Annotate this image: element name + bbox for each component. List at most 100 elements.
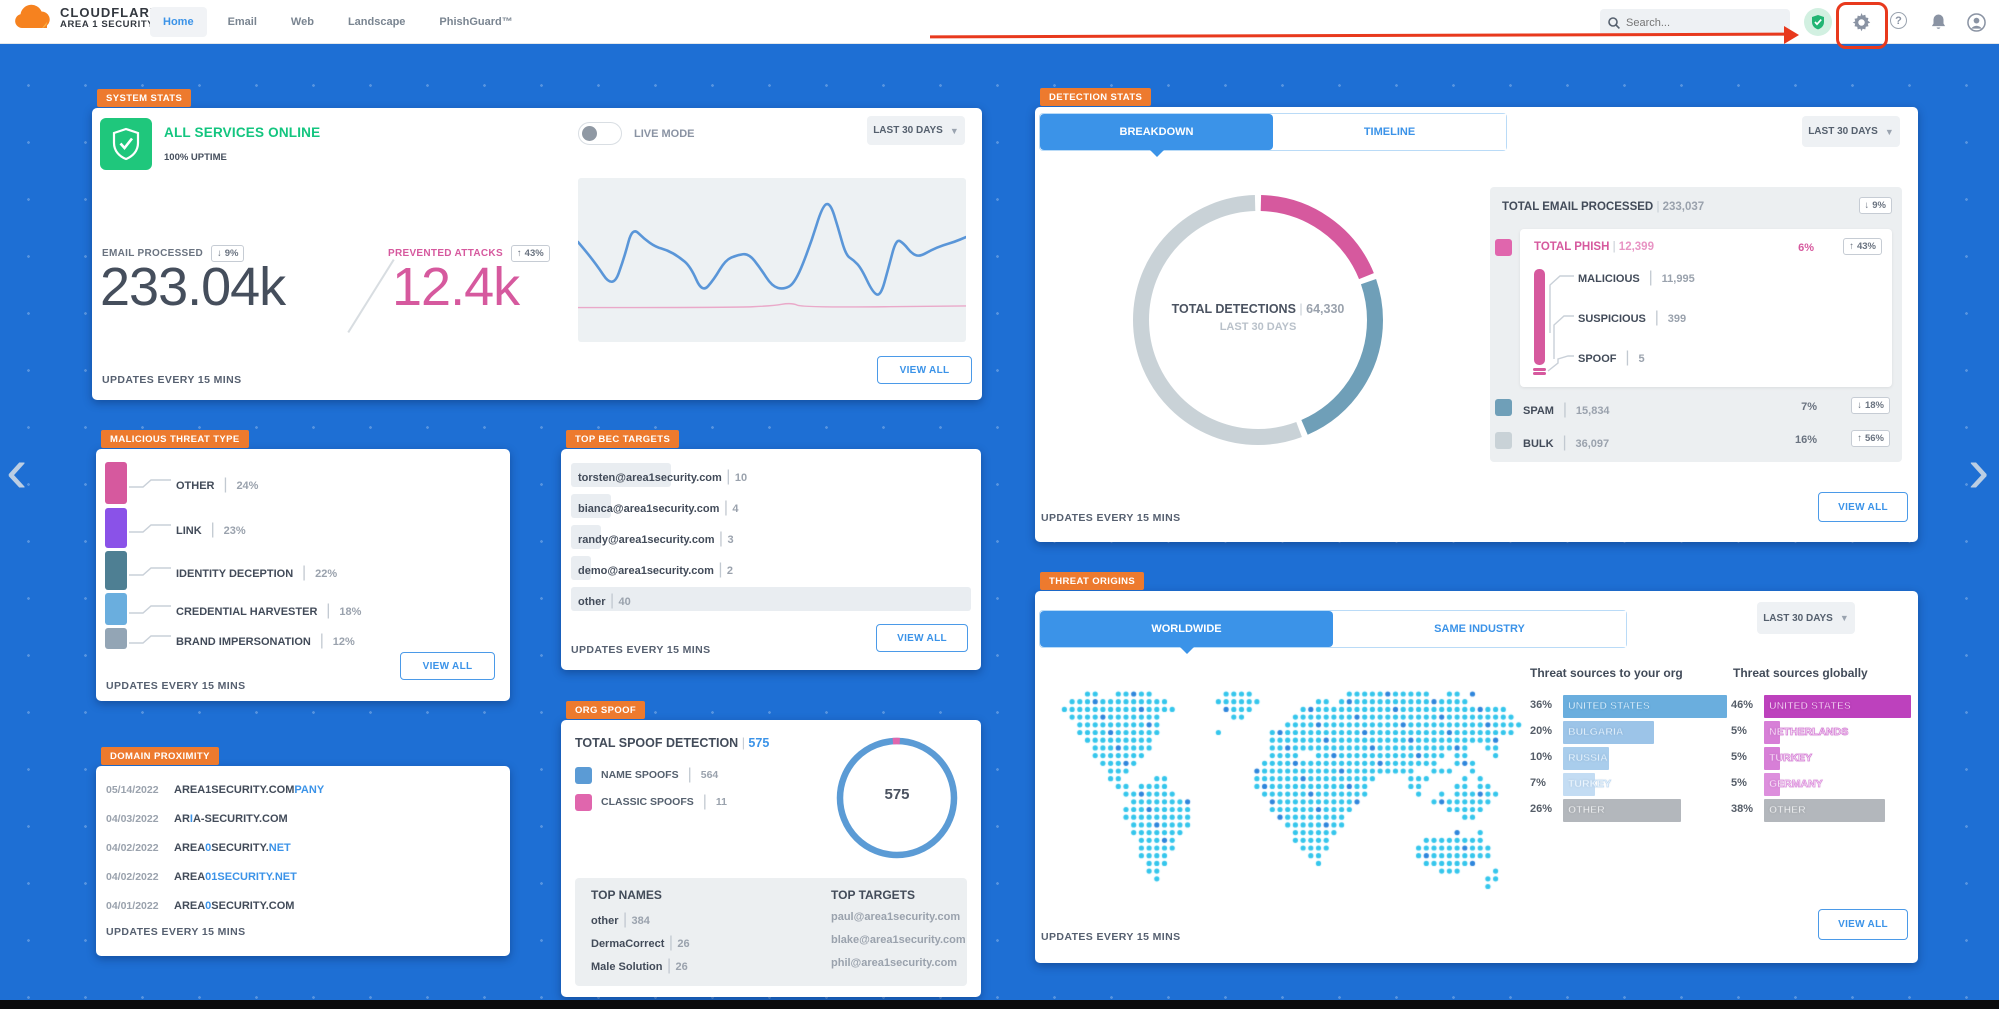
detections-donut-chart <box>1133 195 1383 445</box>
detection-updates-text: UPDATES EVERY 15 MINS <box>1041 512 1181 524</box>
phish-bar-dash1 <box>1533 368 1546 371</box>
threat-type-connector <box>129 479 171 488</box>
bec-row-label: torsten@area1security.com | 10 <box>578 468 748 485</box>
detection-view-all-button[interactable]: VIEW ALL <box>1818 492 1908 522</box>
origin-bar: UNITED STATES <box>1563 695 1727 718</box>
origin-bar: BULGARIA <box>1563 721 1655 744</box>
bec-view-all-button[interactable]: VIEW ALL <box>876 624 968 652</box>
live-mode-toggle[interactable] <box>578 122 622 145</box>
domain-row[interactable]: 04/02/2022 AREA01SECURITY.NET <box>106 871 297 883</box>
email-processed-value: 233.04k <box>100 257 286 317</box>
carousel-right-chevron-icon[interactable]: › <box>1968 434 1990 506</box>
threat-type-row[interactable]: BRAND IMPERSONATION | 12% <box>176 631 355 649</box>
total-phish-delta-badge: ↑ 43% <box>1843 238 1882 255</box>
nav-item-phishguard[interactable]: PhishGuard™ <box>439 16 513 28</box>
nav-item-web[interactable]: Web <box>290 16 314 28</box>
settings-gear-icon[interactable] <box>1851 12 1871 32</box>
tab-same-industry[interactable]: SAME INDUSTRY <box>1333 611 1626 647</box>
bec-row[interactable]: other | 40 <box>571 587 971 611</box>
period-dropdown[interactable]: LAST 30 DAYS ▼ <box>867 116 965 145</box>
active-tab-pointer <box>1149 150 1164 157</box>
search-icon <box>1608 16 1620 29</box>
domain-row[interactable]: 04/01/2022 AREA0SECURITY.COM <box>106 900 295 912</box>
phish-child-row: MALICIOUS | 11,995 <box>1578 269 1695 286</box>
live-mode-label: LIVE MODE <box>634 128 695 140</box>
bec-row-bar <box>571 587 971 611</box>
origin-bar-label: OTHER <box>1568 804 1606 817</box>
domain-proximity-card: DOMAIN PROXIMITY 05/14/2022 AREA1SECURITY… <box>96 747 510 956</box>
protection-status-badge[interactable] <box>1804 8 1832 36</box>
threat-type-connector <box>129 566 171 576</box>
tab-breakdown[interactable]: BREAKDOWN <box>1040 114 1273 157</box>
cloudflare-logo[interactable]: CLOUDFLARE AREA 1 SECURITY <box>14 4 160 32</box>
search-box[interactable] <box>1600 9 1790 36</box>
threat-type-row[interactable]: IDENTITY DECEPTION | 22% <box>176 563 338 581</box>
system-stats-card: SYSTEM STATS ALL SERVICES ONLINE 100% UP… <box>92 89 982 400</box>
nav-item-email[interactable]: Email <box>227 16 257 28</box>
origin-bar-label: GERMANY <box>1769 778 1823 791</box>
origin-bar: GERMANY <box>1764 773 1823 796</box>
threat-type-connector <box>129 635 171 644</box>
threat-type-tag: MALICIOUS THREAT TYPE <box>101 430 249 448</box>
user-avatar-icon[interactable] <box>1966 12 1986 32</box>
donut-center-subtitle: LAST 30 DAYS <box>1219 321 1297 333</box>
all-services-online-status: ALL SERVICES ONLINE <box>164 125 321 140</box>
threat-origins-card: THREAT ORIGINS WORLDWIDE SAME INDUSTRY LA… <box>1035 572 1918 963</box>
prevented-attacks-value: 12.4k <box>392 257 520 317</box>
domain-row[interactable]: 05/14/2022 AREA1SECURITY.COMPANY <box>106 784 325 796</box>
bec-row-label: bianca@area1security.com | 4 <box>578 499 739 516</box>
prevented-attacks-label: PREVENTED ATTACKS <box>388 248 503 259</box>
threat-type-row[interactable]: CREDENTIAL HARVESTER | 18% <box>176 602 362 619</box>
origin-bar-label: NETHERLANDS <box>1769 726 1849 739</box>
threat-type-swatch <box>105 507 127 548</box>
bec-row[interactable]: demo@area1security.com | 2 <box>571 556 971 580</box>
threat-type-row[interactable]: LINK | 23% <box>176 520 246 538</box>
total-phish-subcard: TOTAL PHISH | 12,399 6% ↑ 43% MALICIOUS |… <box>1520 229 1892 387</box>
bec-row-label: randy@area1security.com | 3 <box>578 530 734 547</box>
notifications-bell-icon[interactable] <box>1928 12 1948 32</box>
toggle-knob <box>582 125 597 141</box>
total-phish-value: 12,399 <box>1618 241 1654 253</box>
user-icon <box>1966 12 1986 32</box>
bec-row[interactable]: torsten@area1security.com | 10 <box>571 463 971 487</box>
domain-row[interactable]: 04/03/2022 ARIA-SECURITY.COM <box>106 813 288 825</box>
period-value: LAST 30 DAYS <box>873 125 943 136</box>
origin-bar-label: TURKEY <box>1769 752 1813 765</box>
detection-stats-card: DETECTION STATS BREAKDOWN TIMELINE LAST 3… <box>1035 88 1918 542</box>
chevron-down-icon: ▼ <box>1884 126 1894 137</box>
origins-period-dropdown[interactable]: LAST 30 DAYS ▼ <box>1757 602 1855 634</box>
detection-period-dropdown[interactable]: LAST 30 DAYS ▼ <box>1802 116 1900 147</box>
active-tab-pointer <box>1179 647 1194 654</box>
threat-origins-tag: THREAT ORIGINS <box>1040 572 1145 590</box>
tab-timeline[interactable]: TIMELINE <box>1273 114 1506 150</box>
origins-view-all-button[interactable]: VIEW ALL <box>1818 909 1908 940</box>
nav-item-home[interactable]: Home <box>150 7 207 37</box>
org-spoof-legend-item: NAME SPOOFS | 564 <box>575 766 718 784</box>
origin-bar: UNITED STATES <box>1764 695 1911 718</box>
phish-child-row: SPOOF | 5 <box>1578 349 1645 366</box>
nav-item-landscape[interactable]: Landscape <box>347 16 406 28</box>
origin-pct-label: 5% <box>1731 725 1747 737</box>
help-icon[interactable]: ? <box>1890 12 1907 29</box>
origin-pct-label: 20% <box>1530 725 1553 737</box>
detection-tabs: BREAKDOWN TIMELINE <box>1039 113 1507 157</box>
tab-worldwide[interactable]: WORLDWIDE <box>1040 611 1333 654</box>
shield-check-icon <box>1812 15 1824 30</box>
bec-row[interactable]: randy@area1security.com | 3 <box>571 525 971 549</box>
top-name-row: Male Solution | 26 <box>591 957 688 974</box>
threat-type-swatch <box>105 593 127 625</box>
detection-breakdown-panel: TOTAL EMAIL PROCESSED | 233,037 ↓ 9% TOTA… <box>1490 187 1902 462</box>
total-phish-pct: 6% <box>1798 242 1814 254</box>
threat-type-view-all-button[interactable]: VIEW ALL <box>400 652 495 680</box>
domain-row[interactable]: 04/02/2022 AREA0SECURITY.NET <box>106 842 291 854</box>
shield-ok-icon <box>112 127 140 161</box>
origin-pct-label: 38% <box>1731 803 1754 815</box>
org-spoof-bottom-panel: TOP NAMES TOP TARGETS other | 384 DermaCo… <box>575 878 967 986</box>
search-input[interactable] <box>1626 16 1776 29</box>
carousel-left-chevron-icon[interactable]: ‹ <box>6 434 28 506</box>
threat-type-swatch <box>105 628 127 650</box>
bec-row[interactable]: bianca@area1security.com | 4 <box>571 494 971 518</box>
threat-type-row[interactable]: OTHER | 24% <box>176 476 259 493</box>
system-stats-view-all-button[interactable]: VIEW ALL <box>877 356 972 384</box>
origin-bar-label: RUSSIA <box>1568 752 1608 765</box>
